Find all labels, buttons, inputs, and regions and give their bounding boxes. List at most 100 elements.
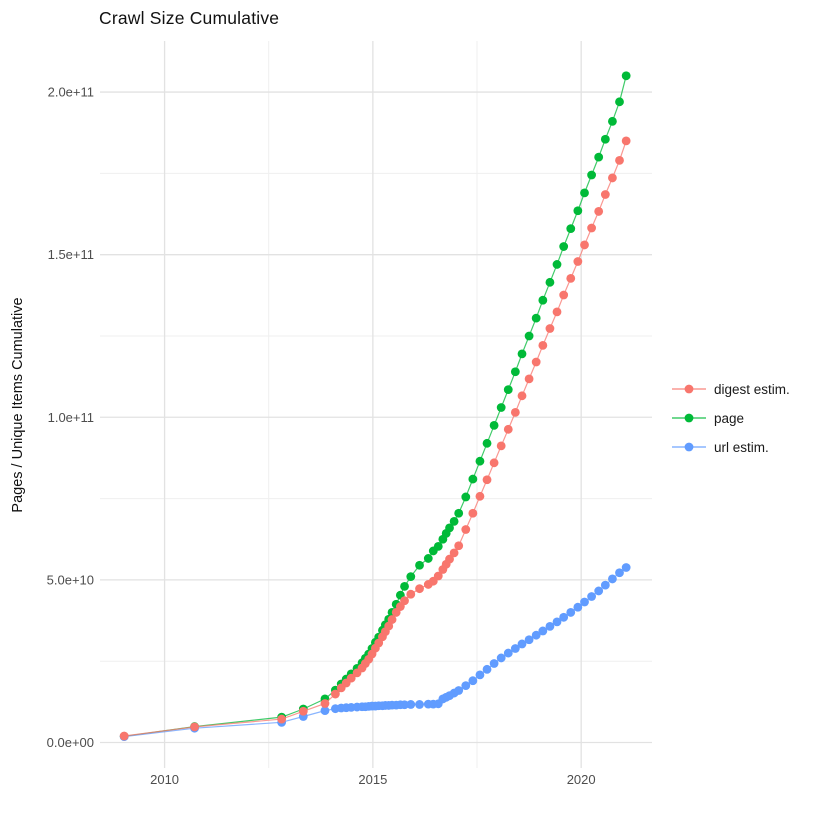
data-point [531,313,541,323]
data-point [559,290,569,300]
data-point [615,568,624,578]
data-point [517,639,527,649]
legend-key-dot [684,413,694,423]
data-point [489,421,499,430]
y-tick-label: 2.0e+11 [48,85,94,100]
data-point [524,635,534,645]
data-point [400,581,409,591]
data-point [545,277,555,287]
data-point [320,706,330,716]
data-point [384,621,394,631]
data-point [524,374,534,384]
data-point [594,152,604,162]
x-tick-label: 2010 [150,772,179,787]
data-point [489,458,499,468]
data-point [587,170,596,180]
data-point [119,731,129,741]
data-point [594,586,604,596]
data-point [580,188,589,198]
data-point [298,706,308,716]
data-point [454,686,464,695]
data-point [503,648,513,658]
data-point [400,596,409,606]
data-point [433,571,443,581]
data-point [510,408,520,417]
data-point [594,207,604,216]
data-point [608,116,617,126]
data-point [621,71,631,81]
data-point [406,589,416,599]
data-point [482,438,492,448]
legend-entry-label: page [714,411,744,426]
data-point [573,602,583,612]
data-point [510,644,520,653]
data-point [496,653,506,663]
y-tick-label: 1.0e+11 [48,410,94,425]
data-point [600,580,610,590]
data-point [573,257,583,266]
data-point [415,584,424,594]
data-point [566,274,576,283]
data-point [538,626,548,636]
data-point [461,492,471,502]
legend-key-dot [684,442,694,452]
data-point [190,722,199,732]
data-point [445,554,454,564]
data-point [608,574,617,584]
legend-entry-label: digest estim. [714,382,790,397]
data-point [510,367,520,377]
legend-entry: page [672,411,744,426]
data-point [566,224,576,234]
data-point [615,155,624,165]
data-point [482,664,492,674]
data-point [489,659,499,668]
data-point [461,525,471,534]
data-point [545,621,555,631]
data-point [475,491,485,501]
data-point [461,681,471,690]
data-point [559,242,569,251]
legend-entry: url estim. [672,440,769,455]
data-point [400,700,409,710]
data-point [531,630,541,640]
data-point [524,331,534,341]
data-point [330,689,340,699]
data-point [482,475,492,485]
legend-entry-label: url estim. [714,440,769,455]
data-point [608,173,617,183]
legend: digest estim. page url estim. [672,382,790,455]
data-point [503,385,513,395]
data-point [454,508,464,518]
data-point [552,307,562,317]
data-point [573,206,583,216]
data-point [468,474,478,484]
data-point [545,324,555,333]
data-point [600,190,610,199]
data-point [415,700,424,709]
data-point [621,136,631,146]
data-point [587,223,596,233]
data-point [475,456,485,466]
data-point [538,341,548,350]
data-point [449,548,459,558]
data-point [387,615,397,624]
data-point [454,541,464,551]
data-point [580,597,589,607]
data-point [496,403,506,412]
data-point [621,563,631,572]
x-tick-label: 2020 [567,772,596,787]
data-point [531,357,541,367]
y-tick-label: 5.0e+10 [47,572,94,587]
data-point [475,670,485,680]
data-point [277,714,287,724]
x-tick-label: 2015 [358,772,387,787]
legend-key-dot [684,384,694,394]
y-tick-label: 0.0e+00 [47,735,94,750]
chart-title: Crawl Size Cumulative [99,8,280,28]
data-point [423,554,433,563]
data-point [517,391,527,401]
data-point [406,700,416,709]
data-point [552,260,562,269]
